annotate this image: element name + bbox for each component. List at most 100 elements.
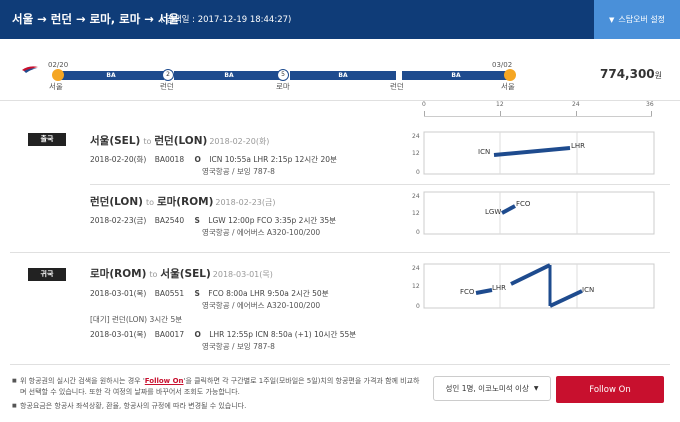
airport-label: FCO	[516, 200, 531, 208]
summary-start-date: 02/20	[48, 61, 69, 69]
stopover-label: 스탑오버 설정	[618, 15, 666, 24]
segment-symbol: S	[194, 289, 200, 298]
segment-date: 2018-03-01(목)	[90, 330, 147, 339]
footer-note: 위 항공권의 실시간 검색을 원하시는 경우 'Follow On'을 클릭하면…	[12, 376, 422, 398]
flight-number: BA2540	[154, 216, 185, 225]
airport-label: ICN	[582, 286, 594, 294]
segment-detail: LHR 12:55p ICN 8:50a (+1) 10시간 55분	[209, 330, 357, 339]
segment-bar: BA	[290, 71, 396, 80]
layover-info: [대기] 런던(LON) 3시간 5분	[90, 315, 183, 324]
leg-title: 런던(LON) to 로마(ROM) 2018-02-23(금)	[90, 194, 275, 209]
destination-node	[504, 69, 516, 81]
inbound-badge: 귀국	[28, 268, 66, 281]
aircraft-info: 영국항공 / 에어버스 A320-100/200	[202, 228, 321, 237]
segment-date: 2018-02-20(화)	[90, 155, 147, 164]
footer-note: 항공요금은 항공사 좌석상황, 환율, 항공사의 규정에 따라 변경될 수 있습…	[12, 401, 422, 412]
passenger-class-select[interactable]: 성인 1명, 이코노미석 이상 ▼	[433, 376, 551, 401]
leg-destination: 서울(SEL)	[160, 268, 211, 280]
section-divider	[10, 364, 670, 365]
summary-city: 로마	[276, 82, 290, 91]
summary-city: 런던	[390, 82, 404, 91]
route-title: 서울 → 런던 → 로마, 로마 → 서울	[12, 12, 180, 26]
leg-date: 2018-02-23(금)	[215, 198, 276, 207]
segment-symbol: O	[194, 330, 201, 339]
summary-city: 런던	[160, 82, 174, 91]
flight-time-chart: 24 12 0 ICN LHR	[412, 131, 655, 176]
flight-time-chart: 24 12 0 FCO LHR ICN	[412, 263, 655, 310]
flight-number: BA0017	[154, 330, 185, 339]
total-price-value: 774,300	[600, 67, 655, 81]
chevron-down-icon: ▼	[608, 15, 615, 24]
scale-tick-label: 36	[646, 101, 654, 108]
airport-label: LGW	[485, 208, 501, 216]
y-tick-label: 0	[416, 303, 420, 310]
footer-notes: 위 항공권의 실시간 검색을 원하시는 경우 'Follow On'을 클릭하면…	[12, 376, 422, 412]
y-tick-label: 24	[412, 133, 420, 140]
aircraft-info: 영국항공 / 에어버스 A320-100/200	[202, 301, 321, 310]
scale-tick-label: 0	[422, 101, 426, 108]
leg-to-word: to	[143, 137, 152, 146]
flight-number: BA0018	[154, 155, 185, 164]
y-tick-label: 12	[412, 150, 420, 157]
origin-node	[52, 69, 64, 81]
segment-bar: BA	[58, 71, 164, 80]
aircraft-info: 영국항공 / 보잉 787-8	[202, 342, 275, 351]
caret-down-icon: ▼	[533, 385, 539, 392]
flight-path-line	[493, 146, 571, 157]
segment-symbol: S	[194, 216, 200, 225]
leg-destination: 로마(ROM)	[156, 196, 214, 208]
segment-line: 2018-02-23(금) BA2540 S LGW 12:00p FCO 3:…	[90, 215, 336, 226]
stop-node: 5	[277, 69, 289, 81]
segment-bar: BA	[174, 71, 284, 80]
stopover-settings-button[interactable]: ▼ 스탑오버 설정	[594, 0, 680, 39]
summary-city: 서울	[501, 82, 515, 91]
y-tick-label: 24	[412, 265, 420, 272]
y-tick-label: 12	[412, 210, 420, 217]
airport-label: LHR	[492, 284, 506, 292]
y-tick-label: 0	[416, 229, 420, 236]
flight-path-line	[510, 263, 551, 286]
flight-path-line	[549, 289, 583, 308]
segment-detail: FCO 8:00a LHR 9:50a 2시간 50분	[208, 289, 329, 298]
summary-end-date: 03/02	[492, 61, 513, 69]
passenger-class-value: 성인 1명, 이코노미석 이상	[445, 384, 529, 393]
segment-line: 2018-03-01(목) BA0017 O LHR 12:55p ICN 8:…	[90, 329, 356, 340]
british-airways-logo-icon	[22, 66, 38, 73]
stop-node: 2	[162, 69, 174, 81]
leg-to-word: to	[149, 270, 158, 279]
segment-date: 2018-02-23(금)	[90, 216, 147, 225]
leg-origin: 서울(SEL)	[90, 135, 141, 147]
follow-on-button[interactable]: Follow On	[556, 376, 664, 403]
airport-label: ICN	[478, 148, 490, 156]
y-tick-label: 0	[416, 169, 420, 176]
follow-on-link[interactable]: Follow On	[144, 377, 184, 385]
flight-time-chart: 24 12 0 LGW FCO	[412, 191, 655, 236]
segment-detail: LGW 12:00p FCO 3:35p 2시간 35분	[208, 216, 337, 225]
summary-city: 서울	[49, 82, 63, 91]
header-bar: 서울 → 런던 → 로마, 로마 → 서울 ( 검색일 : 2017-12-19…	[0, 0, 680, 39]
scale-tick-label: 24	[572, 101, 580, 108]
section-divider	[10, 252, 670, 253]
leg-title: 로마(ROM) to 서울(SEL) 2018-03-01(목)	[90, 266, 273, 281]
time-scale-axis: 0 12 24 36	[422, 101, 654, 117]
total-price: 774,300원	[600, 67, 662, 81]
aircraft-info: 영국항공 / 보잉 787-8	[202, 167, 275, 176]
segment-line: 2018-03-01(목) BA0551 S FCO 8:00a LHR 9:5…	[90, 288, 329, 299]
flight-path-line	[475, 288, 493, 295]
leg-origin: 런던(LON)	[90, 196, 143, 208]
leg-origin: 로마(ROM)	[90, 268, 147, 280]
segment-detail: ICN 10:55a LHR 2:15p 12시간 20분	[209, 155, 337, 164]
flight-path-line	[501, 204, 516, 215]
leg-date: 2018-03-01(목)	[212, 270, 273, 279]
outbound-badge: 출국	[28, 133, 66, 146]
leg-date: 2018-02-20(화)	[209, 137, 270, 146]
y-tick-label: 12	[412, 283, 420, 290]
itinerary-summary: 02/20 03/02 BA BA BA BA 2 5 서울 런던 로마 런던 …	[0, 39, 680, 101]
search-date: ( 검색일 : 2017-12-19 18:44:27)	[160, 15, 292, 25]
airport-label: FCO	[460, 288, 475, 296]
leg-title: 서울(SEL) to 런던(LON) 2018-02-20(화)	[90, 133, 269, 148]
y-tick-label: 24	[412, 193, 420, 200]
flight-number: BA0551	[154, 289, 185, 298]
leg-to-word: to	[145, 198, 154, 207]
segment-line: 2018-02-20(화) BA0018 O ICN 10:55a LHR 2:…	[90, 154, 337, 165]
